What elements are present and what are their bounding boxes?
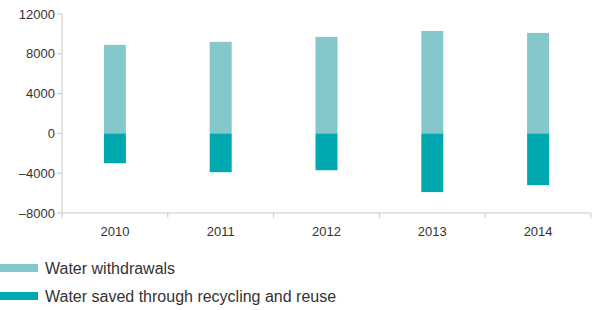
bars: [104, 31, 549, 192]
y-tick: [57, 53, 62, 54]
x-tick: [591, 213, 592, 218]
x-tick: [167, 213, 168, 218]
bar: [421, 133, 443, 192]
y-tick-label: 12000: [19, 7, 55, 22]
legend-swatch: [0, 264, 38, 272]
y-tick-label: 8000: [26, 46, 55, 61]
bar: [527, 133, 549, 185]
x-tick: [379, 213, 380, 218]
y-tick-label: –4000: [19, 166, 55, 181]
bar: [104, 133, 126, 163]
x-axis-line: [62, 213, 591, 214]
y-tick: [57, 93, 62, 94]
chart-container: –8000 –4000 0 4000 8000 12000 2010 2011 2012 2013…: [0, 0, 600, 310]
x-tick-label: 2012: [312, 224, 341, 239]
x-tick-label: 2010: [100, 224, 129, 239]
chart: –8000 –4000 0 4000 8000 12000 2010 2011 2012 2013…: [0, 0, 600, 310]
x-tick: [62, 213, 63, 218]
bar: [527, 33, 549, 133]
y-tick-label: –8000: [19, 206, 55, 221]
y-tick: [57, 133, 62, 134]
x-tick-label: 2014: [524, 224, 553, 239]
bar: [316, 133, 338, 170]
x-tick: [485, 213, 486, 218]
bar: [210, 42, 232, 134]
bar: [104, 45, 126, 134]
x-tick: [273, 213, 274, 218]
y-axis-line: [62, 14, 63, 213]
y-tick: [57, 213, 62, 214]
x-tick-label: 2013: [418, 224, 447, 239]
y-tick-label: 0: [48, 126, 55, 141]
bar: [421, 31, 443, 133]
y-tick: [57, 14, 62, 15]
legend-label: Water withdrawals: [45, 260, 175, 277]
legend-swatch: [0, 292, 38, 300]
legend-label: Water saved through recycling and reuse: [45, 288, 336, 305]
x-tick-label: 2011: [207, 224, 235, 239]
bar: [210, 133, 232, 172]
y-tick-label: 4000: [26, 86, 55, 101]
y-tick: [57, 173, 62, 174]
bar: [316, 37, 338, 134]
